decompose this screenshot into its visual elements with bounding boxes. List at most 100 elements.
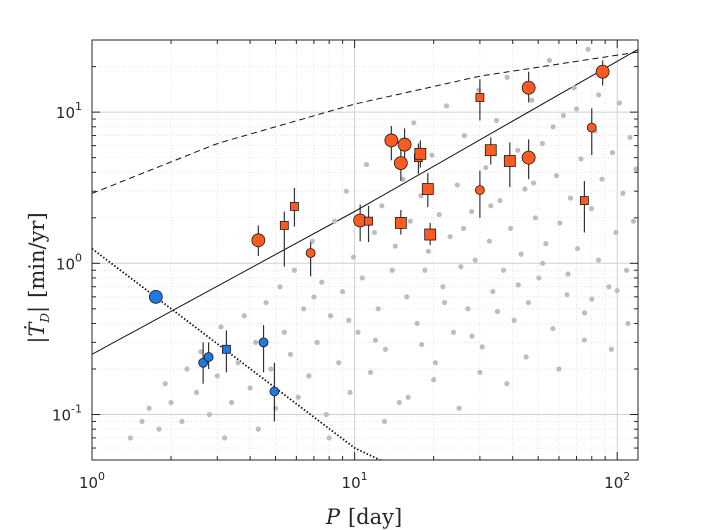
orange-squares-marker	[290, 201, 299, 211]
background-point	[400, 176, 406, 182]
background-point	[419, 341, 425, 348]
y-axis-title: |ṪD|[min/yr]	[25, 212, 52, 343]
background-point	[127, 435, 133, 441]
background-point	[511, 317, 517, 323]
y-tick-base: 10	[52, 406, 71, 424]
background-point	[614, 287, 620, 294]
x-tick-exp: 1	[361, 470, 368, 483]
background-point	[277, 284, 283, 290]
background-point	[546, 57, 553, 63]
background-point	[363, 161, 370, 168]
background-point	[525, 299, 531, 306]
background-point	[493, 117, 500, 124]
background-point	[536, 275, 542, 281]
background-point	[347, 389, 353, 395]
background-point	[336, 360, 342, 366]
orange-squares-marker	[503, 155, 516, 167]
background-point	[311, 294, 317, 300]
background-point	[228, 399, 235, 406]
background-point	[497, 197, 503, 204]
blue-circles-marker	[269, 386, 280, 397]
background-point	[411, 120, 417, 126]
background-point	[461, 132, 468, 139]
x-axis-title: P [day]	[325, 505, 402, 529]
background-point	[469, 333, 475, 339]
x-tick-base: 10	[79, 474, 98, 492]
background-point	[447, 234, 453, 240]
background-point	[479, 344, 485, 350]
background-point	[504, 74, 510, 80]
orange-circles-marker	[393, 156, 408, 171]
background-point	[431, 377, 437, 383]
orange-squares-marker	[484, 144, 497, 157]
background-point	[627, 134, 633, 141]
background-point	[206, 411, 213, 418]
orange-squares-marker	[424, 228, 437, 241]
background-point	[287, 351, 294, 357]
background-point	[443, 103, 450, 109]
orange-circles-marker	[251, 233, 266, 248]
background-point	[355, 329, 361, 335]
background-point	[272, 405, 279, 411]
background-point	[379, 203, 385, 209]
background-point	[218, 324, 224, 330]
x-tick-exp: 0	[98, 470, 105, 483]
background-point	[343, 188, 349, 194]
background-point	[543, 241, 549, 247]
background-point	[483, 164, 489, 171]
background-point	[599, 176, 605, 182]
background-point	[606, 284, 612, 290]
background-point	[184, 366, 190, 372]
x-tick-exp: 2	[623, 470, 630, 483]
background-point	[371, 229, 378, 236]
background-point	[553, 173, 560, 179]
y-tick-label: 100	[56, 251, 82, 273]
background-point	[222, 435, 228, 441]
y-tick-base: 10	[56, 104, 75, 122]
background-point	[633, 166, 638, 172]
y-tick-base: 10	[56, 255, 75, 273]
background-point	[389, 267, 395, 273]
background-point	[490, 288, 496, 295]
background-point	[404, 294, 410, 300]
y-tick-exp: -1	[71, 402, 82, 415]
background-point	[268, 366, 274, 372]
background-point	[375, 306, 381, 312]
background-point	[620, 190, 626, 197]
x-tick-label: 102	[604, 470, 630, 492]
x-tick-label: 101	[342, 470, 368, 492]
x-tick-base: 10	[342, 474, 361, 492]
background-point	[532, 215, 538, 221]
plot-frame	[91, 39, 639, 461]
background-point	[560, 112, 567, 119]
orange-squares-marker	[421, 183, 434, 195]
background-point	[458, 264, 464, 270]
background-point	[407, 218, 413, 224]
background-point	[382, 346, 388, 352]
background-point	[540, 260, 546, 266]
background-point	[414, 320, 420, 327]
background-point	[440, 284, 446, 290]
background-point	[488, 203, 494, 209]
background-point	[168, 399, 174, 406]
background-point	[306, 373, 312, 379]
background-point	[460, 225, 467, 232]
background-point	[515, 147, 521, 153]
background-point	[523, 354, 529, 360]
orange-circles-marker	[474, 185, 485, 195]
x-tick-label: 100	[79, 470, 105, 492]
background-point	[550, 325, 556, 332]
background-point	[372, 337, 378, 343]
orange-squares-marker	[475, 93, 485, 102]
background-point	[253, 339, 259, 345]
background-point	[564, 292, 570, 298]
background-point	[281, 329, 287, 335]
orange-squares-marker	[394, 217, 407, 229]
background-point	[295, 394, 301, 400]
background-point	[146, 405, 152, 411]
background-point	[332, 218, 338, 224]
background-point	[326, 435, 332, 441]
orange-circles-marker	[586, 122, 597, 133]
